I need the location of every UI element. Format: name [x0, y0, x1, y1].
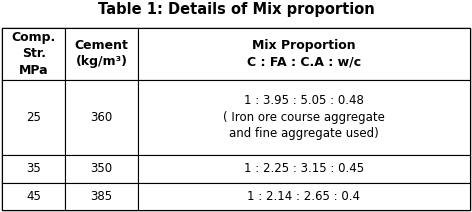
Bar: [2, 28, 66, 80]
Bar: [66, 28, 138, 80]
Text: Comp.
Str.
MPa: Comp. Str. MPa: [12, 31, 56, 77]
Text: 385: 385: [91, 190, 113, 203]
Bar: [138, 28, 470, 80]
Bar: [2, 80, 66, 155]
Bar: [138, 155, 470, 183]
Bar: [66, 155, 138, 183]
Text: 25: 25: [26, 111, 42, 124]
Text: 360: 360: [91, 111, 113, 124]
Bar: [2, 183, 66, 210]
Text: 350: 350: [91, 162, 113, 175]
Text: 1 : 3.95 : 5.05 : 0.48
( Iron ore course aggregate
and fine aggregate used): 1 : 3.95 : 5.05 : 0.48 ( Iron ore course…: [223, 94, 385, 140]
Text: Cement
(kg/m³): Cement (kg/m³): [75, 39, 128, 68]
Text: Table 1: Details of Mix proportion: Table 1: Details of Mix proportion: [98, 2, 374, 17]
Bar: [2, 155, 66, 183]
Text: 35: 35: [26, 162, 41, 175]
Text: 45: 45: [26, 190, 42, 203]
Bar: [66, 80, 138, 155]
Bar: [138, 80, 470, 155]
Text: 1 : 2.25 : 3.15 : 0.45: 1 : 2.25 : 3.15 : 0.45: [244, 162, 364, 175]
Bar: [138, 183, 470, 210]
Bar: [66, 183, 138, 210]
Bar: [2, 28, 470, 210]
Text: 1 : 2.14 : 2.65 : 0.4: 1 : 2.14 : 2.65 : 0.4: [247, 190, 360, 203]
Text: Mix Proportion
C : FA : C.A : w/c: Mix Proportion C : FA : C.A : w/c: [247, 39, 361, 68]
